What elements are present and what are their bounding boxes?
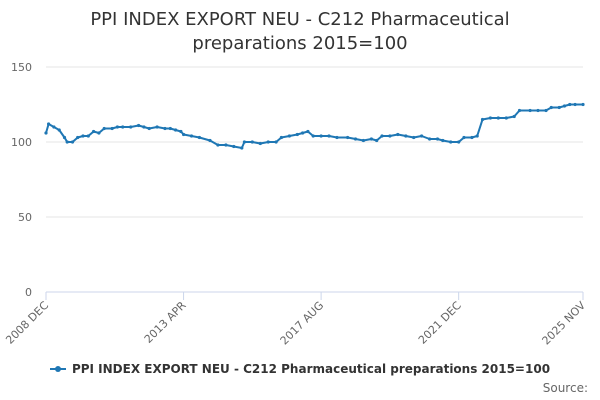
data-point — [449, 140, 453, 144]
data-point — [287, 134, 291, 138]
data-point — [110, 126, 114, 131]
x-tick-label: 2013 APR — [142, 299, 189, 346]
x-tick-label: 2008 DEC — [3, 299, 51, 347]
data-point — [517, 108, 522, 113]
series-line — [45, 103, 583, 149]
data-point — [319, 134, 323, 138]
data-point — [279, 135, 283, 140]
data-point — [163, 126, 167, 131]
data-point — [52, 125, 56, 129]
data-point — [142, 125, 146, 129]
data-point — [70, 140, 75, 144]
data-point — [496, 116, 500, 120]
data-point — [129, 125, 133, 129]
data-point — [242, 140, 246, 144]
data-point — [428, 137, 432, 141]
data-point — [369, 137, 373, 141]
data-point — [86, 134, 90, 138]
chart-title-line-2: preparations 2015=100 — [192, 33, 408, 54]
data-point — [412, 135, 416, 140]
data-point — [258, 141, 262, 146]
data-point — [573, 102, 577, 107]
data-point — [353, 137, 358, 141]
data-point — [240, 146, 244, 150]
data-point — [462, 135, 466, 140]
data-point — [44, 131, 48, 135]
data-point — [404, 134, 408, 138]
data-point — [137, 123, 141, 128]
data-point — [375, 138, 379, 143]
source-label: Source: — [542, 381, 588, 395]
data-point — [168, 126, 172, 131]
legend-series-marker — [49, 364, 66, 374]
data-point — [388, 134, 392, 138]
data-point — [512, 114, 516, 119]
data-point — [115, 125, 119, 129]
data-point — [396, 132, 400, 137]
y-tick-label: 0 — [25, 286, 32, 299]
x-tick-label: 2021 DEC — [416, 299, 464, 347]
data-point — [102, 126, 106, 131]
chart-title: PPI INDEX EXPORT NEU - C212 Pharmaceutic… — [0, 8, 600, 56]
data-point — [536, 108, 540, 113]
data-point — [57, 128, 61, 132]
data-point — [208, 138, 212, 143]
data-point — [47, 122, 51, 126]
data-point — [224, 143, 228, 147]
data-point — [380, 134, 384, 138]
data-point — [327, 134, 331, 138]
legend-series-label: PPI INDEX EXPORT NEU - C212 Pharmaceutic… — [71, 362, 551, 376]
data-point — [274, 140, 278, 144]
data-point — [197, 135, 201, 140]
data-point — [528, 108, 532, 113]
data-point — [155, 125, 159, 129]
y-tick-label: 50 — [18, 211, 32, 224]
data-point — [549, 105, 553, 110]
data-point — [557, 105, 561, 110]
data-point — [182, 132, 186, 137]
chart-title-line-1: PPI INDEX EXPORT NEU - C212 Pharmaceutic… — [90, 9, 510, 30]
data-point — [232, 144, 236, 149]
data-point — [174, 128, 178, 132]
data-point — [147, 126, 151, 131]
y-tick-label: 150 — [11, 61, 32, 74]
data-point — [488, 116, 492, 120]
data-point — [266, 140, 270, 144]
data-point — [92, 129, 96, 134]
data-point — [562, 104, 567, 108]
data-point — [295, 132, 299, 137]
data-point — [62, 135, 67, 140]
data-point — [301, 131, 305, 135]
data-point — [306, 129, 310, 134]
data-point — [76, 135, 80, 140]
data-point — [65, 140, 69, 144]
data-point — [568, 102, 572, 107]
data-point — [189, 134, 194, 138]
chart-legend[interactable]: PPI INDEX EXPORT NEU - C212 Pharmaceutic… — [0, 362, 600, 376]
data-point — [581, 102, 585, 107]
data-point — [470, 135, 474, 140]
data-point — [361, 138, 365, 143]
data-point — [81, 134, 85, 138]
y-tick-label: 100 — [11, 136, 32, 149]
data-point — [420, 134, 424, 138]
data-point — [97, 131, 101, 135]
data-point — [435, 137, 440, 141]
data-point — [504, 116, 508, 120]
x-tick-label: 2017 AUG — [278, 299, 327, 348]
data-point — [544, 108, 548, 113]
data-point — [121, 125, 125, 129]
data-point — [457, 140, 461, 144]
data-point — [179, 129, 183, 134]
data-point — [311, 134, 315, 138]
data-point — [216, 143, 220, 147]
data-point — [441, 138, 445, 143]
data-point — [346, 135, 350, 140]
data-point — [250, 140, 254, 144]
data-point — [475, 134, 479, 138]
x-tick-label: 2025 NOV — [540, 299, 589, 348]
data-point — [335, 135, 339, 140]
data-point — [480, 117, 485, 122]
